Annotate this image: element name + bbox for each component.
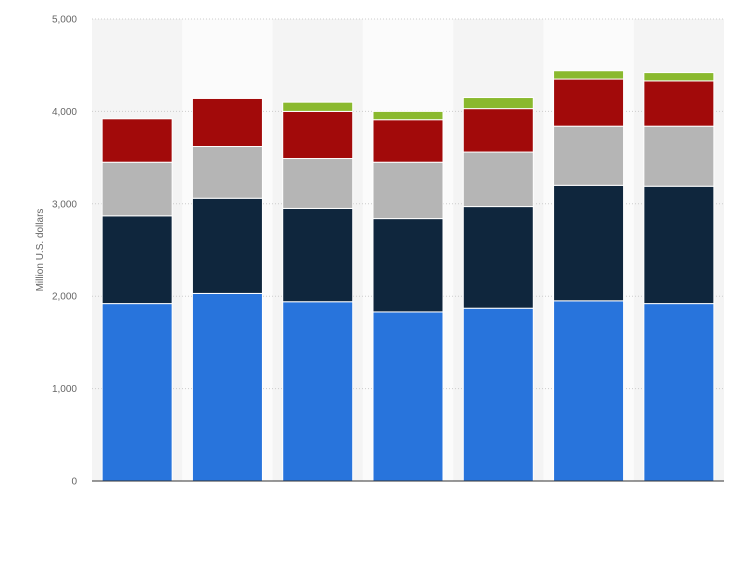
bar-segment[interactable] (282, 110, 354, 160)
bar-segment[interactable] (643, 125, 715, 187)
bar-segment[interactable] (643, 72, 715, 82)
bar-segment[interactable] (191, 292, 263, 482)
bars (101, 70, 715, 482)
bar-segment[interactable] (282, 101, 354, 112)
y-tick-label: 5,000 (52, 15, 77, 26)
y-tick-labels: 0 1,000 2,000 3,000 4,000 5,000 (52, 15, 77, 488)
bar-segment[interactable] (372, 119, 444, 163)
bar-segment[interactable] (462, 307, 534, 482)
y-tick-label: 4,000 (52, 107, 77, 118)
bar-segment[interactable] (462, 108, 534, 153)
bar-segment[interactable] (462, 206, 534, 309)
bar-segment[interactable] (553, 300, 625, 482)
bar-segment[interactable] (282, 207, 354, 303)
bar-segment[interactable] (553, 70, 625, 80)
bar-segment[interactable] (101, 215, 173, 305)
bar-segment[interactable] (191, 197, 263, 294)
y-tick-label: 3,000 (52, 199, 77, 210)
bar-segment[interactable] (372, 161, 444, 220)
y-tick-label: 2,000 (52, 292, 77, 303)
bar-segment[interactable] (191, 146, 263, 199)
bar-segment[interactable] (372, 110, 444, 121)
bar-segment[interactable] (553, 184, 625, 302)
y-tick-label: 1,000 (52, 384, 77, 395)
bar-segment[interactable] (643, 80, 715, 127)
bar-segment[interactable] (282, 158, 354, 209)
y-tick-label: 0 (71, 477, 77, 488)
bar-segment[interactable] (553, 125, 625, 186)
bar-segment[interactable] (101, 161, 173, 217)
bar-segment[interactable] (101, 303, 173, 482)
bar-segment[interactable] (462, 97, 534, 110)
bar-segment[interactable] (643, 303, 715, 482)
bar-segment[interactable] (372, 311, 444, 482)
bar-segment[interactable] (101, 118, 173, 163)
bar-segment[interactable] (282, 301, 354, 482)
bar-segment[interactable] (553, 78, 625, 127)
bar-segment[interactable] (191, 97, 263, 148)
bar-segment[interactable] (643, 185, 715, 305)
bar-segment[interactable] (372, 218, 444, 313)
bar-segment[interactable] (462, 151, 534, 208)
y-axis-label: Million U.S. dollars (35, 209, 46, 292)
